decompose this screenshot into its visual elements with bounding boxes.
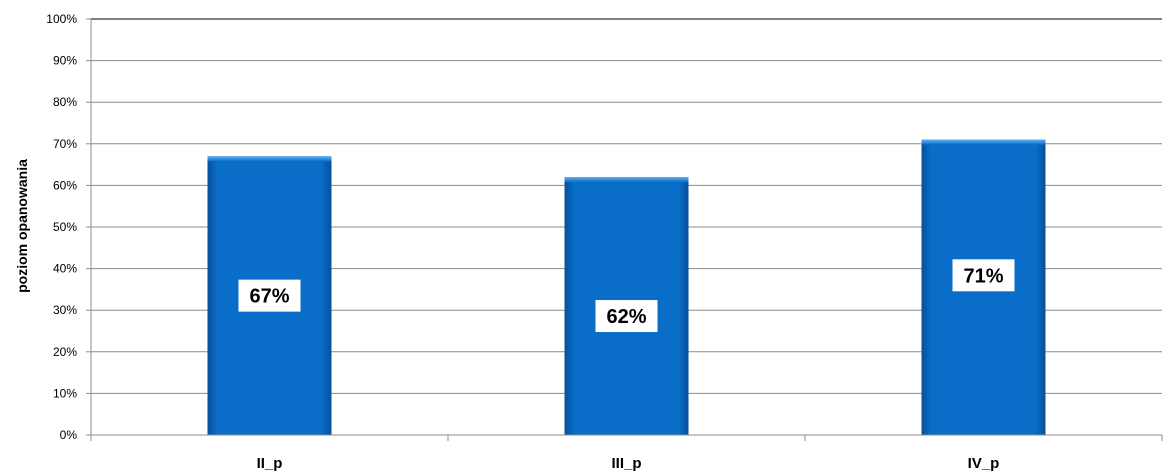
y-tick-label: 50% [53, 220, 77, 234]
bar-highlight [208, 156, 332, 161]
y-tick-label: 100% [46, 12, 77, 26]
bar-highlight [565, 177, 689, 182]
data-label: 62% [606, 306, 646, 328]
bars: 67% 62% 71% [208, 140, 1046, 435]
x-axis-category-labels: II_p III_p IV_p [257, 455, 1000, 472]
y-axis-tick-labels: 0% 10% 20% 30% 40% 50% 60% 70% 80% 90% 100% [46, 12, 77, 442]
y-tick-label: 20% [53, 345, 77, 359]
y-tick-label: 60% [53, 178, 77, 192]
x-category-label: III_p [611, 455, 641, 472]
y-tick-label: 40% [53, 262, 77, 276]
y-tick-label: 80% [53, 95, 77, 109]
data-label: 67% [249, 286, 289, 308]
y-tick-label: 90% [53, 54, 77, 68]
y-axis-title: poziom opanowania [14, 159, 30, 293]
data-label: 71% [963, 265, 1003, 287]
x-category-label: IV_p [968, 455, 1000, 472]
y-tick-label: 30% [53, 303, 77, 317]
y-tick-label: 10% [53, 386, 77, 400]
bar-highlight [922, 140, 1046, 145]
x-category-label: II_p [257, 455, 283, 472]
y-tick-label: 70% [53, 137, 77, 151]
y-tick-label: 0% [60, 428, 78, 442]
